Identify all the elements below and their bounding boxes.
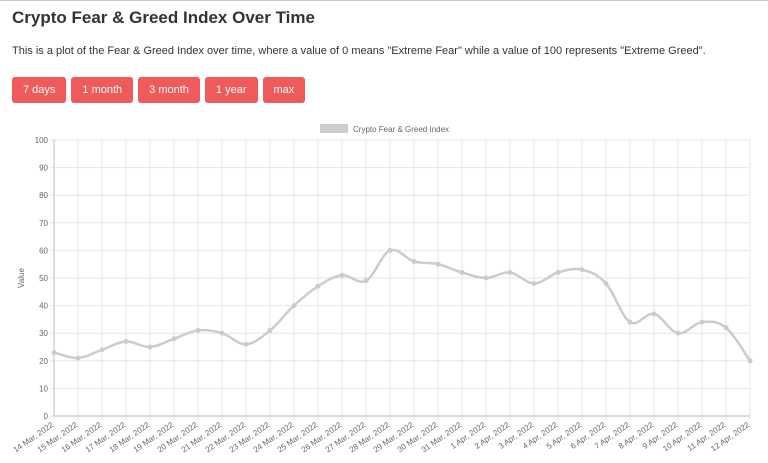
data-point bbox=[531, 281, 537, 287]
data-point bbox=[411, 258, 417, 264]
range-1-month-button[interactable]: 1 month bbox=[71, 77, 134, 103]
top-divider bbox=[0, 0, 768, 1]
data-point bbox=[699, 319, 705, 325]
data-point bbox=[267, 327, 273, 333]
data-point bbox=[579, 267, 585, 273]
range-max-button[interactable]: max bbox=[262, 77, 306, 103]
data-point bbox=[195, 327, 201, 333]
data-point bbox=[171, 336, 177, 342]
data-point bbox=[51, 350, 57, 356]
data-point bbox=[339, 272, 345, 278]
y-tick-label: 0 bbox=[44, 412, 49, 421]
legend-label: Crypto Fear & Greed Index bbox=[353, 125, 449, 134]
range-3-month-button[interactable]: 3 month bbox=[138, 77, 200, 103]
data-point bbox=[243, 341, 249, 347]
data-point bbox=[627, 319, 633, 325]
data-point bbox=[123, 338, 129, 344]
y-tick-label: 100 bbox=[35, 136, 49, 145]
data-point bbox=[675, 330, 681, 336]
y-tick-label: 90 bbox=[39, 164, 48, 173]
data-point bbox=[603, 281, 609, 287]
page-title: Crypto Fear & Greed Index Over Time bbox=[12, 8, 315, 27]
data-point bbox=[651, 311, 657, 317]
data-point bbox=[723, 325, 729, 331]
y-tick-label: 20 bbox=[39, 357, 48, 366]
data-point bbox=[99, 347, 105, 353]
data-point bbox=[387, 247, 393, 253]
data-point bbox=[75, 355, 81, 361]
y-tick-label: 40 bbox=[39, 302, 48, 311]
y-tick-label: 70 bbox=[39, 219, 48, 228]
y-axis-title: Value bbox=[17, 268, 26, 288]
data-point bbox=[435, 261, 441, 267]
range-7-days-button[interactable]: 7 days bbox=[12, 77, 67, 103]
y-tick-label: 50 bbox=[39, 274, 48, 283]
data-point bbox=[291, 303, 297, 309]
data-point bbox=[507, 269, 513, 275]
y-tick-label: 80 bbox=[39, 191, 48, 200]
data-point bbox=[747, 358, 753, 364]
page-description: This is a plot of the Fear & Greed Index… bbox=[12, 45, 706, 57]
data-point bbox=[315, 283, 321, 289]
fear-greed-line-chart: Crypto Fear & Greed Index 0 10 20 30 40 50 60 70… bbox=[12, 124, 753, 454]
data-point bbox=[555, 269, 561, 275]
y-tick-label: 30 bbox=[39, 329, 48, 338]
range-1-year-button[interactable]: 1 year bbox=[204, 77, 258, 103]
legend-swatch bbox=[320, 124, 348, 133]
data-point bbox=[459, 269, 465, 275]
data-point bbox=[219, 330, 225, 336]
y-tick-label: 10 bbox=[39, 384, 48, 393]
data-point bbox=[483, 275, 489, 281]
data-point bbox=[363, 278, 369, 284]
range-button-group: 7 days 1 month 3 month 1 year max bbox=[12, 77, 306, 103]
data-point bbox=[147, 344, 153, 350]
y-tick-label: 60 bbox=[39, 246, 48, 255]
